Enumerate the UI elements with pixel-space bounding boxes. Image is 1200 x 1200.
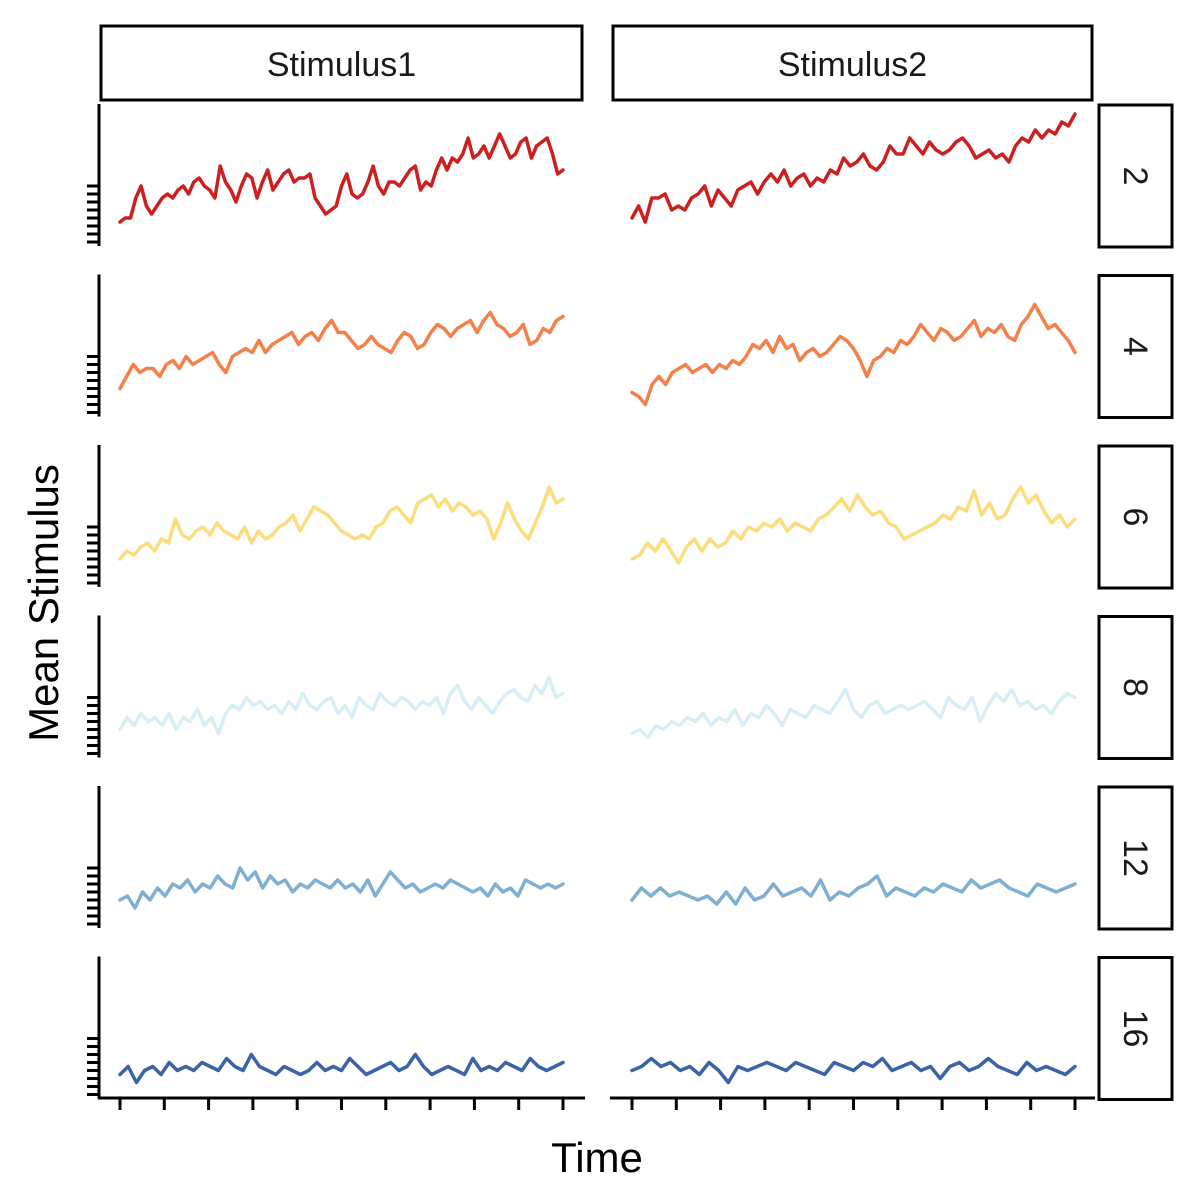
strip-label: 8 xyxy=(1116,678,1154,697)
series-line-12-stimulus1 xyxy=(118,866,565,910)
series-line-4-stimulus2 xyxy=(630,302,1077,407)
column-strip: Stimulus1 xyxy=(99,24,584,102)
strip-label: Stimulus2 xyxy=(778,46,927,84)
row-strip: 12 xyxy=(1097,785,1174,931)
strip-box xyxy=(1097,615,1174,760)
series-line-12-stimulus2 xyxy=(630,874,1077,906)
strip-box xyxy=(1097,785,1174,931)
series-line-2-stimulus2 xyxy=(630,112,1077,224)
column-strips: Stimulus1 Stimulus2 xyxy=(99,24,1094,102)
strip-label: 16 xyxy=(1116,1010,1154,1048)
row-strip: 16 xyxy=(1097,956,1174,1101)
series-line-4-stimulus1 xyxy=(118,310,565,391)
series-line-16-stimulus2 xyxy=(630,1056,1077,1085)
panels xyxy=(118,112,1077,1085)
row-strip: 8 xyxy=(1097,615,1174,760)
series-line-6-stimulus1 xyxy=(118,485,565,561)
axes xyxy=(87,104,1095,1110)
row-strips: 2 4 6 8 12 16 xyxy=(1097,103,1174,1101)
row-strip: 4 xyxy=(1097,274,1174,419)
strip-box xyxy=(1097,444,1174,590)
series-line-2-stimulus1 xyxy=(118,132,565,224)
series-line-6-stimulus2 xyxy=(630,485,1077,565)
series-line-16-stimulus1 xyxy=(118,1052,565,1085)
strip-box xyxy=(99,24,584,102)
strip-box xyxy=(1097,274,1174,419)
x-axis-title: Time xyxy=(551,1134,643,1181)
strip-label: 2 xyxy=(1116,167,1154,186)
strip-box xyxy=(1097,956,1174,1101)
series-line-8-stimulus2 xyxy=(630,687,1077,740)
y-axis-title: Mean Stimulus xyxy=(20,464,67,742)
strip-label: 6 xyxy=(1116,508,1154,527)
row-strip: 6 xyxy=(1097,444,1174,590)
strip-box xyxy=(1097,103,1174,249)
row-strip: 2 xyxy=(1097,103,1174,249)
strip-box xyxy=(611,24,1094,102)
strip-label: 12 xyxy=(1116,839,1154,877)
column-strip: Stimulus2 xyxy=(611,24,1094,102)
strip-label: Stimulus1 xyxy=(267,46,416,84)
strip-label: 4 xyxy=(1116,337,1154,356)
series-line-8-stimulus1 xyxy=(118,675,565,736)
